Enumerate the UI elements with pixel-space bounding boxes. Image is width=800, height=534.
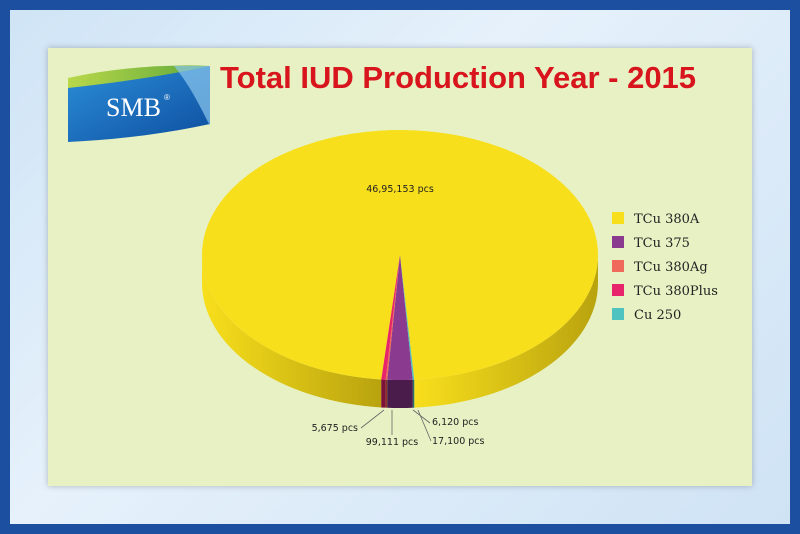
legend-swatch-tcu-375 [612,236,624,248]
pie-side-tcu-380a [414,255,598,408]
data-label-tcu-380ag: 6,120 pcs [432,417,478,428]
leader-line-tcu-380plus [417,409,432,442]
pie-slice-tcu-380a [202,130,599,380]
legend-label-tcu-375: TCu 375 [634,236,690,251]
smb-logo: SMB ® [68,65,210,142]
leader-line-tcu-380ag [412,409,431,424]
pie-slice-tcu-375 [387,255,413,381]
pie-sides [202,255,598,409]
legend-swatch-tcu-380plus [612,284,624,296]
pie-side-tcu-380ag [385,379,388,408]
pie-labels: 46,95,153 pcs 99,111 pcs 6,120 pcs 17,100 p… [312,184,485,448]
legend: TCu 380A TCu 375 TCu 380Ag TCu 380Plus Cu 25… [612,212,718,323]
legend-swatch-tcu-380a [612,212,624,224]
pie-slice-tcu-380ag [385,255,400,380]
pie-side-tcu-380plus [381,379,386,408]
leader-line-cu-250 [360,409,385,429]
legend-label-tcu-380plus: TCu 380Plus [634,284,718,299]
pie-slice-tcu-380plus [381,255,400,380]
pie-side-cu-250 [412,379,415,408]
legend-swatch-tcu-380ag [612,260,624,272]
legend-swatch-cu-250 [612,308,624,320]
legend-label-tcu-380a: TCu 380A [634,212,700,227]
logo-registered-mark: ® [164,93,170,102]
pie-top [202,130,599,381]
legend-label-tcu-380ag: TCu 380Ag [634,260,708,275]
legend-label-cu-250: Cu 250 [634,308,681,323]
chart-title: Total IUD Production Year - 2015 [220,60,697,95]
data-label-tcu-375: 99,111 pcs [366,437,419,448]
data-label-tcu-380plus: 17,100 pcs [432,436,485,447]
data-label-tcu-380a: 46,95,153 pcs [366,184,434,195]
data-label-cu-250: 5,675 pcs [312,423,358,434]
logo-text: SMB [106,93,161,122]
pie-side-tcu-380a [202,255,382,408]
pie-slice-cu-250 [400,255,415,380]
pie-side-tcu-375 [387,379,413,409]
